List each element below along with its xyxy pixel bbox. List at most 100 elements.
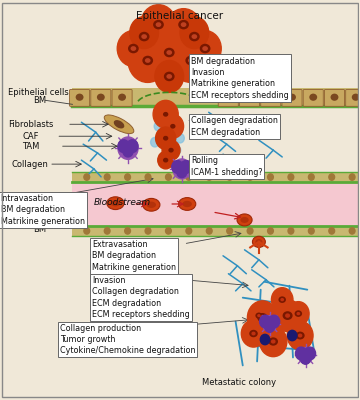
Circle shape	[166, 9, 202, 48]
Text: Invasion
Collagen degradation
ECM degradation
ECM receptors shedding: Invasion Collagen degradation ECM degrad…	[92, 276, 190, 319]
Text: Collagen: Collagen	[12, 160, 48, 169]
Circle shape	[349, 228, 355, 234]
Circle shape	[156, 127, 176, 149]
Circle shape	[301, 353, 311, 364]
Circle shape	[153, 100, 178, 128]
Ellipse shape	[170, 124, 176, 129]
Ellipse shape	[296, 332, 305, 340]
Circle shape	[118, 137, 138, 159]
Ellipse shape	[168, 148, 174, 152]
Circle shape	[145, 174, 151, 180]
Text: Bloodstream: Bloodstream	[94, 198, 151, 207]
Ellipse shape	[288, 94, 296, 101]
Circle shape	[176, 134, 184, 143]
Circle shape	[288, 228, 294, 234]
Ellipse shape	[141, 34, 147, 39]
Ellipse shape	[330, 94, 338, 101]
Text: BM: BM	[33, 224, 46, 234]
Circle shape	[268, 315, 280, 328]
Circle shape	[180, 160, 192, 173]
Ellipse shape	[189, 32, 200, 41]
Circle shape	[118, 140, 130, 152]
Circle shape	[329, 174, 334, 180]
Circle shape	[84, 174, 90, 180]
Circle shape	[177, 166, 187, 178]
Circle shape	[247, 301, 278, 334]
Ellipse shape	[111, 200, 120, 206]
Ellipse shape	[246, 94, 253, 101]
Ellipse shape	[104, 115, 134, 134]
Ellipse shape	[163, 112, 168, 117]
Text: Collagen production
Tumor growth
Cytokine/Chemokine degradation: Collagen production Tumor growth Cytokin…	[60, 324, 195, 356]
Circle shape	[267, 174, 273, 180]
FancyBboxPatch shape	[72, 182, 357, 226]
Ellipse shape	[278, 296, 286, 303]
Ellipse shape	[257, 314, 261, 317]
Ellipse shape	[296, 312, 300, 315]
Ellipse shape	[249, 330, 258, 337]
Circle shape	[140, 21, 198, 84]
Ellipse shape	[156, 22, 161, 27]
Circle shape	[349, 174, 355, 180]
Circle shape	[166, 228, 171, 234]
Ellipse shape	[143, 198, 160, 211]
Ellipse shape	[76, 94, 84, 101]
Circle shape	[247, 228, 253, 234]
Circle shape	[271, 288, 293, 312]
Ellipse shape	[251, 332, 256, 336]
Text: Rolling
ICAM-1 shedding?: Rolling ICAM-1 shedding?	[191, 156, 262, 177]
Ellipse shape	[224, 94, 232, 101]
Ellipse shape	[164, 48, 175, 57]
Circle shape	[158, 151, 174, 169]
FancyBboxPatch shape	[239, 90, 260, 106]
Circle shape	[304, 347, 316, 360]
Circle shape	[260, 315, 271, 328]
Ellipse shape	[163, 136, 168, 141]
Ellipse shape	[97, 94, 105, 101]
Ellipse shape	[255, 239, 262, 245]
Circle shape	[287, 321, 313, 350]
Ellipse shape	[280, 298, 284, 301]
Ellipse shape	[131, 46, 136, 51]
Circle shape	[309, 174, 314, 180]
Ellipse shape	[294, 310, 302, 317]
FancyBboxPatch shape	[261, 90, 281, 106]
Ellipse shape	[147, 202, 156, 208]
Circle shape	[265, 321, 275, 332]
Circle shape	[154, 122, 163, 131]
Circle shape	[155, 60, 184, 92]
Circle shape	[162, 140, 180, 160]
Ellipse shape	[183, 201, 192, 207]
Circle shape	[296, 347, 307, 360]
Circle shape	[288, 302, 309, 326]
Ellipse shape	[202, 46, 208, 51]
Circle shape	[145, 228, 151, 234]
Ellipse shape	[166, 74, 172, 79]
Ellipse shape	[145, 58, 150, 63]
Ellipse shape	[240, 217, 249, 223]
Ellipse shape	[164, 72, 175, 81]
Circle shape	[104, 174, 110, 180]
Circle shape	[249, 304, 269, 327]
Circle shape	[174, 122, 183, 131]
Ellipse shape	[283, 311, 293, 320]
FancyBboxPatch shape	[72, 88, 357, 106]
Circle shape	[150, 138, 159, 147]
Ellipse shape	[352, 94, 360, 101]
Text: TAM: TAM	[22, 142, 40, 151]
Circle shape	[186, 174, 192, 180]
Ellipse shape	[139, 32, 149, 41]
Circle shape	[329, 228, 334, 234]
FancyBboxPatch shape	[72, 226, 357, 236]
Circle shape	[288, 174, 294, 180]
Ellipse shape	[163, 158, 168, 162]
Ellipse shape	[237, 214, 252, 226]
Ellipse shape	[255, 312, 262, 319]
Ellipse shape	[200, 44, 211, 53]
Ellipse shape	[271, 339, 276, 344]
Ellipse shape	[252, 236, 265, 248]
Circle shape	[130, 17, 158, 48]
FancyBboxPatch shape	[324, 90, 345, 106]
Ellipse shape	[166, 50, 172, 55]
Circle shape	[127, 140, 138, 152]
